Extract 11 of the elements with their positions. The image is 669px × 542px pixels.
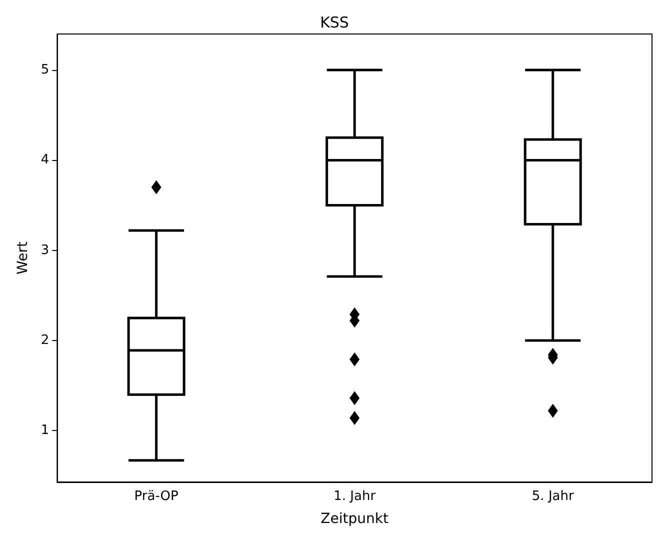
y-tick-label: 2 <box>40 332 50 348</box>
y-tick-label: 4 <box>40 152 50 168</box>
x-tick-label: Prä-OP <box>134 489 178 504</box>
x-tick-label: 1. Jahr <box>334 489 376 504</box>
y-tick-label: 5 <box>40 62 50 78</box>
y-tick-label: 1 <box>40 423 50 438</box>
y-tick-label: 3 <box>40 242 50 258</box>
y-axis-title: Wert <box>15 241 31 274</box>
chart-title: KSS <box>320 14 349 32</box>
x-axis-title: Zeitpunkt <box>320 511 390 527</box>
x-tick-label: 5. Jahr <box>532 489 574 504</box>
